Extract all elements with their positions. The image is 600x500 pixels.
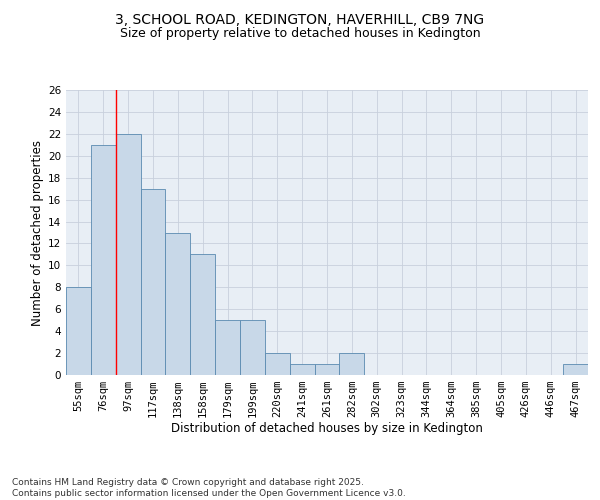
Bar <box>166 232 190 375</box>
Bar <box>91 145 116 375</box>
Bar <box>340 353 364 375</box>
Y-axis label: Number of detached properties: Number of detached properties <box>31 140 44 326</box>
Bar <box>140 188 166 375</box>
Bar <box>215 320 240 375</box>
Text: Contains HM Land Registry data © Crown copyright and database right 2025.
Contai: Contains HM Land Registry data © Crown c… <box>12 478 406 498</box>
Bar <box>314 364 340 375</box>
Bar <box>265 353 290 375</box>
Text: Size of property relative to detached houses in Kedington: Size of property relative to detached ho… <box>119 28 481 40</box>
Bar <box>190 254 215 375</box>
Bar <box>563 364 588 375</box>
Bar <box>116 134 140 375</box>
Bar <box>290 364 314 375</box>
X-axis label: Distribution of detached houses by size in Kedington: Distribution of detached houses by size … <box>171 422 483 434</box>
Bar <box>240 320 265 375</box>
Text: 3, SCHOOL ROAD, KEDINGTON, HAVERHILL, CB9 7NG: 3, SCHOOL ROAD, KEDINGTON, HAVERHILL, CB… <box>115 12 485 26</box>
Bar <box>66 288 91 375</box>
